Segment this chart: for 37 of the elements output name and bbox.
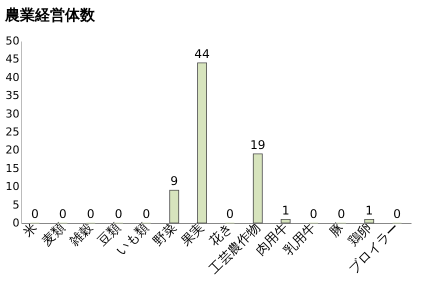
data-label: 0 [310, 207, 318, 221]
data-label: 0 [226, 207, 234, 221]
data-label: 1 [365, 203, 374, 218]
x-tick-label: 果実 [178, 220, 208, 250]
data-label: 0 [58, 207, 67, 221]
x-tick-label: 麦類 [39, 220, 68, 250]
data-label: 0 [31, 207, 39, 221]
y-tick-label: 15 [6, 162, 20, 175]
y-tick-label: 35 [6, 89, 20, 102]
y-tick-label: 40 [6, 70, 20, 84]
y-tick-label: 45 [6, 52, 20, 66]
x-tick-label: 野菜 [150, 220, 180, 250]
y-tick-label: 5 [12, 198, 20, 212]
bar [280, 218, 291, 224]
bar [364, 218, 374, 224]
chart-title: 農業経営体数 [4, 6, 96, 24]
data-label: 1 [282, 203, 290, 218]
data-label: 0 [86, 207, 94, 221]
data-label: 0 [114, 207, 122, 221]
y-tick-label: 25 [6, 126, 20, 138]
data-label: 19 [250, 138, 266, 152]
bar [197, 62, 207, 224]
y-tick-label: 50 [6, 34, 20, 48]
data-label: 0 [338, 207, 346, 221]
data-label: 44 [194, 46, 210, 61]
x-tick-label: 米 [20, 220, 41, 240]
data-label: 0 [393, 207, 401, 221]
x-tick-label: 雑穀 [67, 220, 96, 250]
bar [169, 190, 180, 224]
data-label: 9 [170, 174, 178, 188]
y-tick-label: 10 [6, 180, 20, 194]
x-tick-label: 豚 [327, 220, 348, 240]
data-label: 0 [142, 207, 150, 221]
y-tick-label: 30 [6, 107, 20, 120]
y-tick-label: 0 [12, 216, 20, 230]
bar [252, 153, 263, 224]
y-tick-label: 20 [6, 144, 20, 157]
